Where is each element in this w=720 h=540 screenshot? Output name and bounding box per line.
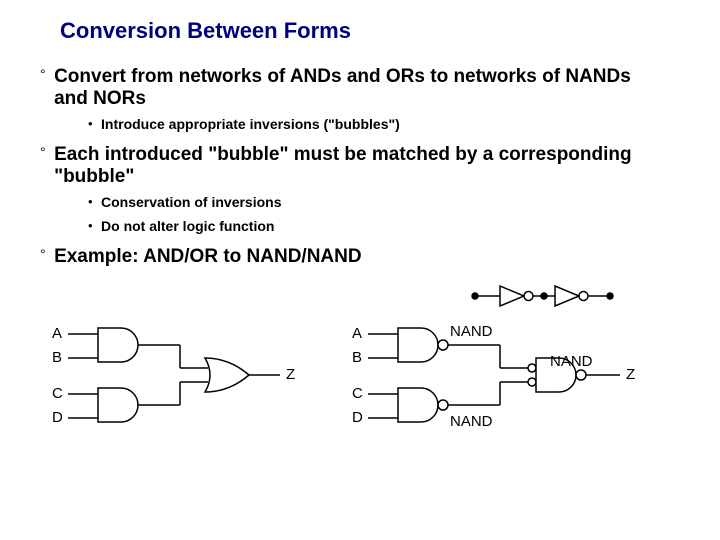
- bullet-1-text: Convert from networks of ANDs and ORs to…: [54, 66, 634, 110]
- svg-text:D: D: [352, 409, 363, 426]
- svg-text:NAND: NAND: [450, 413, 493, 430]
- bullet-2-sub-1: • Conservation of inversions: [88, 194, 690, 212]
- svg-text:B: B: [352, 349, 362, 366]
- svg-text:D: D: [52, 409, 63, 426]
- svg-text:A: A: [352, 325, 362, 342]
- bullet-1: ° Convert from networks of ANDs and ORs …: [40, 66, 690, 110]
- bullet-2: ° Each introduced "bubble" must be match…: [40, 144, 690, 188]
- bullet-3: ° Example: AND/OR to NAND/NAND: [40, 246, 690, 268]
- svg-text:Z: Z: [626, 366, 635, 383]
- bullet-2-text: Each introduced "bubble" must be matched…: [54, 144, 634, 188]
- degree-icon: °: [40, 144, 46, 160]
- svg-text:C: C: [52, 385, 63, 402]
- degree-icon: °: [40, 66, 46, 82]
- svg-text:NAND: NAND: [450, 323, 493, 340]
- degree-icon: °: [40, 246, 46, 262]
- svg-text:Z: Z: [286, 366, 295, 383]
- dot-icon: •: [88, 218, 93, 233]
- diagrams-area: ABCDZABCDNANDNANDNANDZ: [30, 276, 690, 476]
- svg-text:B: B: [52, 349, 62, 366]
- circuits-svg: ABCDZABCDNANDNANDNANDZ: [30, 276, 690, 476]
- svg-text:C: C: [352, 385, 363, 402]
- bullet-2-sub-2: • Do not alter logic function: [88, 218, 690, 236]
- svg-text:NAND: NAND: [550, 353, 593, 370]
- svg-text:A: A: [52, 325, 62, 342]
- bullet-3-text: Example: AND/OR to NAND/NAND: [54, 246, 362, 268]
- bullet-1-sub-1: • Introduce appropriate inversions ("bub…: [88, 116, 690, 134]
- page-title: Conversion Between Forms: [60, 18, 690, 44]
- dot-icon: •: [88, 116, 93, 131]
- dot-icon: •: [88, 194, 93, 209]
